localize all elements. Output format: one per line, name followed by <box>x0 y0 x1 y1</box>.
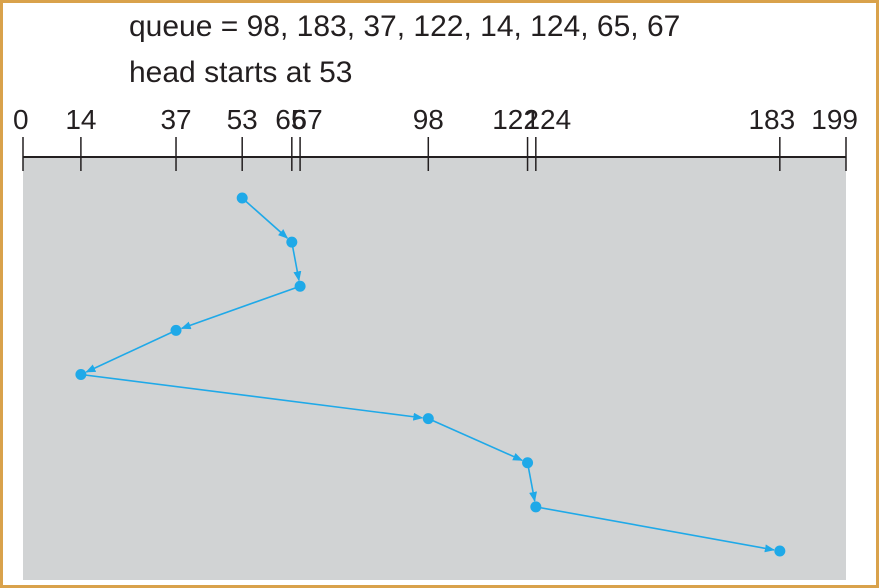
axis-ticks <box>22 137 847 171</box>
tick-label-65: 65 <box>275 104 306 135</box>
request-point-124 <box>530 501 542 513</box>
request-point-183 <box>774 545 786 557</box>
request-point-14 <box>75 369 87 380</box>
tick-label-14: 14 <box>65 104 96 135</box>
plot-area <box>23 157 846 580</box>
request-point-98 <box>422 413 434 425</box>
request-point-122 <box>522 457 534 469</box>
move-53-to-65 <box>241 197 289 239</box>
request-point-67 <box>294 280 306 292</box>
queue-label: queue = 98, 183, 37, 122, 14, 124, 65, 6… <box>129 10 681 43</box>
request-point-37 <box>170 324 182 336</box>
move-67-to-37 <box>180 285 301 330</box>
tick-label-0: 0 <box>13 104 29 135</box>
move-37-to-14 <box>85 329 177 373</box>
tick-label-199: 199 <box>811 104 858 135</box>
tick-label-183: 183 <box>748 104 795 135</box>
head-movement-path <box>80 197 775 553</box>
move-124-to-183 <box>535 506 775 553</box>
tick-label-98: 98 <box>413 104 444 135</box>
request-point-65 <box>286 236 298 248</box>
tick-label-53: 53 <box>227 104 258 135</box>
request-points <box>75 192 786 557</box>
head-start-label: head starts at 53 <box>129 56 353 89</box>
tick-label-67: 67 <box>292 104 323 135</box>
tick-label-122: 122 <box>492 104 539 135</box>
move-98-to-122 <box>427 417 523 462</box>
move-14-to-98 <box>80 373 424 421</box>
tick-label-124: 124 <box>524 104 571 135</box>
move-65-to-67 <box>291 241 302 282</box>
move-122-to-124 <box>526 462 537 502</box>
tick-label-37: 37 <box>160 104 191 135</box>
request-point-53 <box>236 192 248 204</box>
